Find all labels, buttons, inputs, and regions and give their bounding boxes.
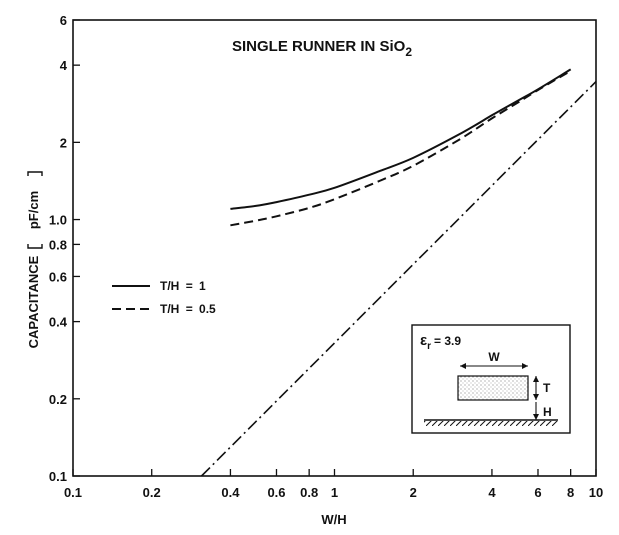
y-axis-ticks: 0.1 0.2 0.4 0.6 0.8 1.0 2 4 6 bbox=[49, 13, 80, 484]
y-tick-label: 0.6 bbox=[49, 269, 67, 284]
series-th-0.5-line bbox=[230, 70, 572, 227]
x-tick-label: 2 bbox=[410, 485, 417, 500]
legend-label-th-1: T/H = 1 bbox=[160, 279, 206, 293]
y-tick-label: 4 bbox=[60, 58, 68, 73]
inset-epsilon: εr = 3.9 bbox=[420, 332, 461, 352]
series-th-1-line bbox=[230, 68, 572, 210]
y-axis-label-unit: pF/cm bbox=[26, 191, 41, 229]
x-tick-label: 0.2 bbox=[143, 485, 161, 500]
x-tick-label: 1 bbox=[331, 485, 338, 500]
legend: T/H = 1 T/H = 0.5 bbox=[112, 279, 216, 316]
chart-title: SINGLE RUNNER IN SiO2 bbox=[232, 38, 412, 59]
legend-label-th-0.5: T/H = 0.5 bbox=[160, 302, 216, 316]
series-parallel-plate-line bbox=[200, 81, 597, 477]
y-axis-label: CAPACITANCE pF/cm bbox=[26, 171, 43, 348]
y-tick-label: 1.0 bbox=[49, 213, 67, 228]
y-unit-bracket-right bbox=[27, 171, 43, 176]
y-axis-label-main: CAPACITANCE bbox=[26, 255, 41, 348]
inset-width-label: W bbox=[488, 350, 500, 364]
y-tick-label: 6 bbox=[60, 13, 67, 28]
inset-thickness-label: T bbox=[543, 381, 551, 395]
inset-height-label: H bbox=[543, 405, 552, 419]
title-subscript: 2 bbox=[405, 45, 412, 59]
x-tick-label: 10 bbox=[589, 485, 603, 500]
y-tick-label: 0.4 bbox=[49, 315, 68, 330]
x-tick-label: 6 bbox=[534, 485, 541, 500]
inset-diagram: εr = 3.9 W T H bbox=[411, 324, 571, 434]
x-tick-label: 0.6 bbox=[267, 485, 285, 500]
x-tick-label: 0.4 bbox=[221, 485, 240, 500]
x-tick-label: 4 bbox=[488, 485, 496, 500]
y-tick-label: 0.8 bbox=[49, 237, 67, 252]
x-tick-label: 8 bbox=[567, 485, 574, 500]
x-tick-label: 0.1 bbox=[64, 485, 82, 500]
y-tick-label: 0.1 bbox=[49, 469, 67, 484]
conductor-cross-section bbox=[457, 375, 529, 401]
y-tick-label: 0.2 bbox=[49, 392, 67, 407]
x-axis-ticks: 0.1 0.2 0.4 0.6 0.8 1 2 4 6 8 10 bbox=[64, 469, 603, 500]
y-tick-label: 2 bbox=[60, 135, 67, 150]
y-unit-bracket-left bbox=[27, 244, 43, 249]
x-tick-label: 0.8 bbox=[300, 485, 318, 500]
x-axis-label: W/H bbox=[321, 512, 346, 527]
